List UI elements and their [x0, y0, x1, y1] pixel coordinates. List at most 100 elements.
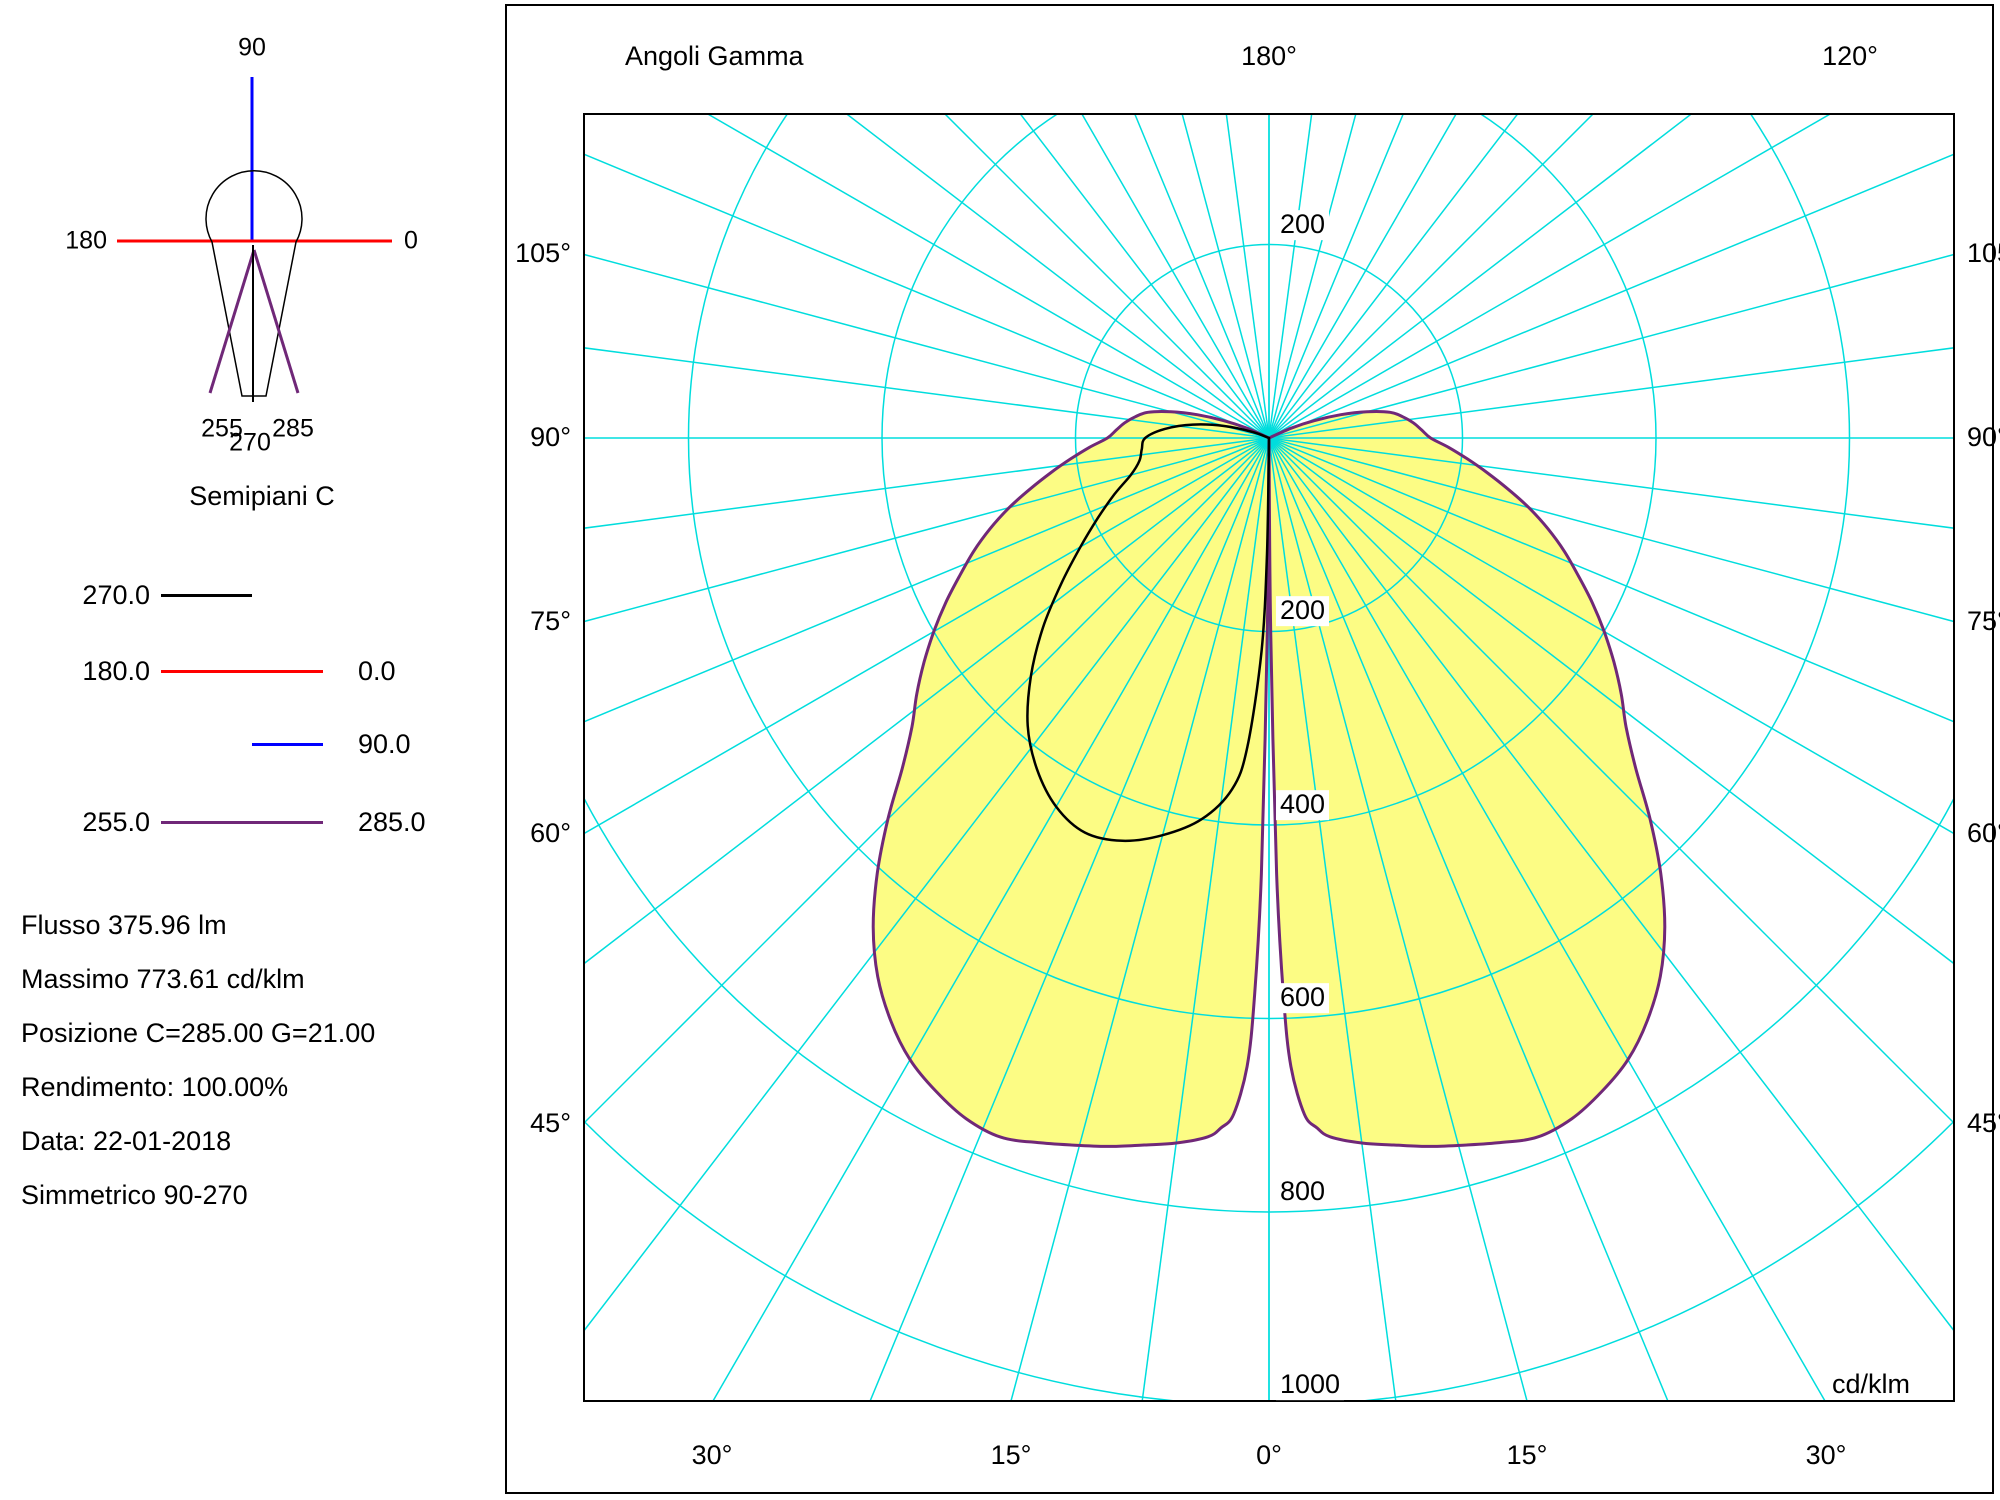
- semiplane-caption: Semipiani C: [189, 481, 335, 512]
- grid-ray: [583, 437, 1270, 966]
- lamp-plane-285-line: [252, 249, 300, 394]
- angle-label-bottom-15l: 15°: [990, 1440, 1032, 1471]
- grid-ray: [868, 437, 1270, 1402]
- legend-label-90: 90.0: [358, 729, 411, 760]
- grid-ray: [1181, 113, 1270, 439]
- grid-ray: [704, 113, 1270, 439]
- grid-ray: [1268, 346, 1955, 439]
- curve-c270: [1026, 423, 1271, 843]
- ring-label-1000: 1000: [1276, 1369, 1345, 1400]
- plot-outer-border: [505, 4, 1994, 1494]
- curve-c255-c285: [871, 409, 1667, 1148]
- info-date: Data: 22-01-2018: [21, 1125, 232, 1156]
- grid-ray: [1133, 113, 1270, 439]
- legend-label-270: 270.0: [82, 580, 150, 611]
- grid-ray: [1268, 113, 1694, 439]
- info-symmetry: Simmetrico 90-270: [21, 1179, 248, 1210]
- ring-label-600: 600: [1276, 982, 1330, 1013]
- grid-ray: [1268, 437, 1955, 623]
- angle-label-bottom-30l: 30°: [691, 1440, 733, 1471]
- plane-label-270: 270: [229, 428, 271, 457]
- grid-ray: [1268, 437, 1955, 966]
- grid-ray: [583, 437, 1270, 530]
- angle-label-right-90: 90°: [1967, 422, 2000, 453]
- grid-ray: [844, 113, 1270, 439]
- angle-label-right-60: 60°: [1967, 818, 2000, 849]
- ring-label-800: 800: [1276, 1176, 1330, 1207]
- ring-label-200: 200: [1276, 595, 1330, 626]
- legend-label-0: 0.0: [358, 656, 396, 687]
- grid-ray: [583, 153, 1270, 439]
- semiplane-key-diagram: [117, 77, 392, 402]
- angle-label-top-180: 180°: [1241, 41, 1297, 72]
- grid-ray: [1268, 437, 1955, 1334]
- grid-ray: [1268, 113, 1458, 439]
- angle-label-top-120: 120°: [1822, 41, 1878, 72]
- ring-label-400: 400: [1276, 789, 1330, 820]
- legend-swatch-180-0: [161, 670, 323, 673]
- grid-ray: [1268, 113, 1596, 439]
- grid-ray: [1268, 437, 1955, 835]
- photometric-info-block: Flusso 375.96 lm Massimo 773.61 cd/klm P…: [21, 898, 375, 1222]
- angle-label-left-75: 75°: [530, 606, 571, 637]
- angle-label-bottom-30r: 30°: [1805, 1440, 1847, 1471]
- grid-ray: [583, 346, 1270, 439]
- grid-ray: [1141, 437, 1270, 1402]
- polar-diagram: [583, 113, 1955, 1402]
- grid-ray: [711, 437, 1270, 1402]
- grid-ray: [1268, 437, 1955, 530]
- plot-frame-border: [583, 113, 1955, 1402]
- grid-ray: [1225, 113, 1270, 439]
- angle-label-bottom-0: 0°: [1256, 1440, 1282, 1471]
- grid-ray: [1268, 113, 1520, 439]
- grid-ray: [1268, 113, 1405, 439]
- info-flux: Flusso 375.96 lm: [21, 909, 227, 940]
- grid-ray: [583, 437, 1270, 1334]
- grid-ray: [1009, 437, 1270, 1402]
- legend-label-255: 255.0: [82, 807, 150, 838]
- angle-label-left-90: 90°: [530, 422, 571, 453]
- grid-ray: [1080, 113, 1270, 439]
- plane-label-255: 255: [201, 414, 243, 443]
- beam-area-fill: [873, 411, 1665, 1147]
- lamp-plane-255-line: [208, 249, 256, 394]
- plane-label-285: 285: [272, 414, 314, 443]
- grid-ray: [1268, 113, 1313, 439]
- grid-ray: [1018, 113, 1270, 439]
- grid-ray: [1268, 437, 1397, 1402]
- ring-label-200-top: 200: [1276, 209, 1330, 240]
- axis-label-0: 0: [404, 226, 418, 255]
- grid-ray: [1268, 437, 1955, 1126]
- grid-ray: [583, 437, 1270, 1126]
- legend-swatch-270: [161, 594, 252, 597]
- info-position: Posizione C=285.00 G=21.00: [21, 1017, 376, 1048]
- axis-label-180: 180: [65, 226, 107, 255]
- lamp-bulb-outline: [205, 170, 303, 397]
- legend-swatch-255-285: [161, 821, 323, 824]
- grid-ray: [583, 437, 1270, 723]
- grid-ray: [1268, 437, 1670, 1402]
- angle-label-left-105: 105°: [515, 238, 571, 269]
- legend-swatch-90: [252, 743, 323, 746]
- angle-label-left-45: 45°: [530, 1108, 571, 1139]
- grid-ray: [1268, 437, 1955, 723]
- grid-ray: [1268, 253, 1955, 439]
- grid-ray: [1268, 153, 1955, 439]
- grid-ray: [583, 437, 1270, 623]
- grid-ray: [583, 437, 1270, 835]
- grid-ray: [1268, 113, 1834, 439]
- grid-ray: [583, 253, 1270, 439]
- angle-label-right-75: 75°: [1967, 606, 2000, 637]
- legend-label-180: 180.0: [82, 656, 150, 687]
- grid-ray: [942, 113, 1270, 439]
- axis-label-90: 90: [238, 33, 266, 62]
- grid-ray: [1268, 113, 1357, 439]
- plot-title: Angoli Gamma: [625, 41, 804, 72]
- angle-label-left-60: 60°: [530, 818, 571, 849]
- angle-label-right-45: 45°: [1967, 1108, 2000, 1139]
- grid-ray: [1268, 437, 1529, 1402]
- unit-label: cd/klm: [1831, 1369, 1910, 1400]
- angle-label-bottom-15r: 15°: [1506, 1440, 1548, 1471]
- info-efficiency: Rendimento: 100.00%: [21, 1071, 289, 1102]
